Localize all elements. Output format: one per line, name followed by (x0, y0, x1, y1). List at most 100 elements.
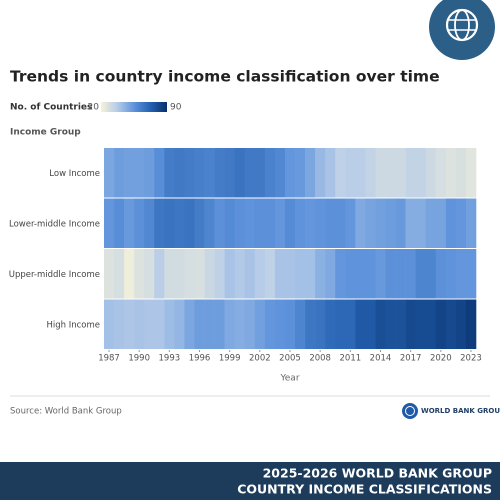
cell (355, 148, 366, 198)
cell (365, 198, 376, 248)
cell (144, 299, 155, 349)
cell (184, 249, 195, 299)
cell (104, 198, 115, 248)
cell (295, 148, 306, 198)
cell (204, 249, 215, 299)
cell (405, 249, 416, 299)
cell (274, 249, 286, 299)
cell (435, 148, 447, 198)
cell (295, 249, 306, 299)
cell (104, 299, 115, 349)
cell (194, 148, 205, 198)
cell (254, 148, 266, 198)
cell (154, 198, 165, 248)
cell (385, 198, 396, 248)
cell (405, 198, 416, 248)
cell (325, 249, 336, 299)
cell (435, 299, 447, 349)
cell (305, 249, 316, 299)
cell (204, 299, 215, 349)
cell (325, 148, 336, 198)
cell (244, 198, 256, 248)
y-axis-title: Income Group (10, 128, 81, 138)
cell (415, 299, 427, 349)
x-tick-label: 1990 (128, 354, 150, 364)
cell (405, 148, 416, 198)
cell (164, 198, 175, 248)
x-axis-title: Year (279, 374, 299, 384)
cell (174, 148, 185, 198)
cell (345, 198, 356, 248)
cell (405, 299, 416, 349)
cell (305, 299, 316, 349)
cell (445, 148, 457, 198)
cell (365, 249, 376, 299)
cell (234, 249, 246, 299)
x-tick-label: 2014 (370, 354, 392, 364)
cell (425, 249, 437, 299)
cell (395, 299, 406, 349)
logo-text: WORLD BANK GROUP (421, 407, 500, 415)
cell (164, 148, 175, 198)
cell (385, 148, 396, 198)
legend-title: No. of Countries (10, 103, 92, 113)
cell (325, 198, 336, 248)
cell (264, 249, 276, 299)
cell (224, 148, 236, 198)
cell (325, 299, 336, 349)
cell (144, 198, 155, 248)
chart-title: Trends in country income classification … (10, 68, 440, 86)
cell (395, 249, 406, 299)
cell (124, 249, 135, 299)
banner-line1: 2025-2026 WORLD BANK GROUP (263, 466, 492, 481)
cell (274, 299, 286, 349)
cell (375, 148, 386, 198)
cell (184, 198, 195, 248)
cell (395, 198, 406, 248)
cell (284, 148, 296, 198)
cell (345, 249, 356, 299)
colorbar (101, 102, 167, 112)
cell (214, 299, 225, 349)
source: Source: World Bank Group (10, 407, 122, 417)
cell (455, 148, 467, 198)
cell (154, 249, 165, 299)
cell (114, 299, 125, 349)
cell (295, 299, 306, 349)
x-tick-label: 2020 (430, 354, 452, 364)
cell (124, 299, 135, 349)
cell (234, 198, 246, 248)
cell (244, 148, 256, 198)
banner (0, 462, 500, 500)
cell (465, 299, 477, 349)
top-logo (429, 0, 495, 60)
x-tick-label: 2008 (309, 354, 331, 364)
y-tick-label: Upper-middle Income (9, 270, 100, 280)
cell (385, 249, 396, 299)
cell (445, 299, 457, 349)
cell (194, 249, 205, 299)
cell (375, 249, 386, 299)
heatmap: Low Income Lower-middle Income Upper-middl… (9, 148, 482, 364)
x-tick-label: 1987 (98, 354, 120, 364)
cell (114, 148, 125, 198)
cell (284, 299, 296, 349)
cell (214, 198, 225, 248)
cell (134, 299, 145, 349)
cell (355, 249, 366, 299)
cell (254, 299, 266, 349)
cell (204, 198, 215, 248)
banner-line2: COUNTRY INCOME CLASSIFICATIONS (237, 482, 492, 497)
cell (264, 198, 276, 248)
cell (445, 198, 457, 248)
cell (335, 198, 346, 248)
cell (224, 249, 236, 299)
footer-logo: WORLD BANK GROUP (402, 403, 500, 419)
cell (305, 148, 316, 198)
cell (315, 299, 326, 349)
cell (154, 299, 165, 349)
cell (295, 198, 306, 248)
cell (345, 148, 356, 198)
cell (224, 198, 236, 248)
